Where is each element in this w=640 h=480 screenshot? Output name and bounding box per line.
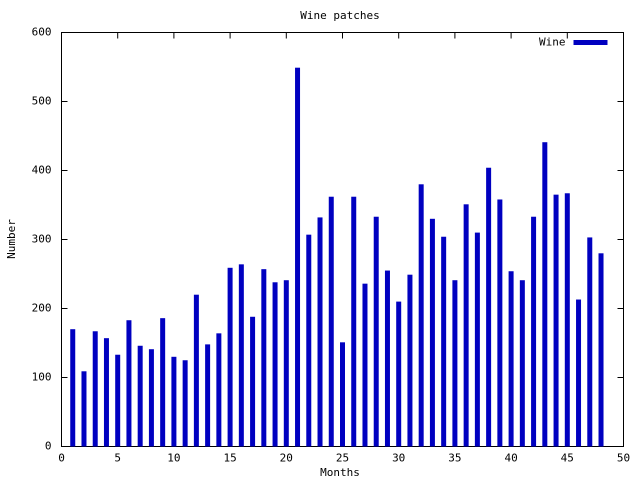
bar	[598, 253, 604, 447]
bar	[497, 199, 503, 447]
bar	[81, 371, 87, 447]
bar	[171, 356, 177, 447]
bar	[92, 331, 98, 447]
chart-title: Wine patches	[300, 9, 379, 22]
bar	[418, 184, 424, 447]
bar	[205, 344, 211, 447]
y-tick-label: 200	[32, 302, 52, 315]
bar	[340, 342, 345, 447]
bar	[441, 236, 447, 447]
legend-swatch	[573, 40, 608, 45]
bar	[373, 216, 379, 447]
y-tick-label: 400	[32, 164, 52, 177]
bar	[160, 318, 166, 447]
x-tick-label: 45	[561, 452, 574, 465]
bar	[542, 142, 548, 447]
x-tick-label: 20	[280, 452, 293, 465]
y-tick-label: 600	[32, 26, 52, 39]
x-tick-label: 50	[617, 452, 630, 465]
bar	[328, 196, 334, 447]
bar	[250, 316, 256, 447]
bar	[126, 320, 132, 447]
bar	[295, 67, 301, 447]
bar	[283, 280, 289, 447]
x-tick-label: 40	[504, 452, 517, 465]
bar	[486, 167, 492, 447]
bar	[553, 194, 559, 447]
y-tick-label: 300	[32, 233, 52, 246]
bar	[576, 299, 582, 447]
bar	[384, 270, 390, 447]
bar	[272, 282, 278, 447]
bar	[261, 269, 267, 447]
bar	[508, 271, 514, 447]
bar	[227, 267, 233, 447]
x-tick-label: 5	[114, 452, 121, 465]
bar	[193, 294, 199, 447]
x-tick-label: 0	[58, 452, 65, 465]
bar	[519, 280, 525, 447]
bar	[317, 217, 323, 447]
x-tick-label: 15	[223, 452, 236, 465]
y-axis-label: Number	[5, 219, 18, 259]
bar	[429, 218, 435, 447]
legend-label: Wine	[539, 36, 566, 49]
x-axis-label: Months	[320, 466, 360, 479]
bar	[216, 333, 222, 447]
x-tick-label: 25	[336, 452, 349, 465]
x-tick-label: 35	[448, 452, 461, 465]
bar	[531, 216, 537, 447]
bar	[70, 329, 76, 447]
bar	[463, 204, 469, 447]
bar	[351, 196, 357, 447]
x-tick-label: 10	[167, 452, 180, 465]
bar	[474, 232, 480, 447]
y-tick-label: 500	[32, 95, 52, 108]
bar	[148, 349, 154, 447]
bar	[452, 280, 458, 447]
bar	[396, 301, 402, 447]
bar	[407, 274, 413, 447]
bar	[564, 193, 570, 447]
bar	[587, 237, 593, 447]
bar	[115, 354, 121, 447]
bar	[238, 264, 244, 447]
bar	[137, 345, 143, 447]
y-tick-label: 0	[45, 440, 52, 453]
y-tick-label: 100	[32, 371, 52, 384]
bar	[182, 360, 188, 447]
bar	[306, 234, 312, 447]
bar	[103, 338, 109, 447]
bar	[362, 283, 368, 447]
x-tick-label: 30	[392, 452, 405, 465]
